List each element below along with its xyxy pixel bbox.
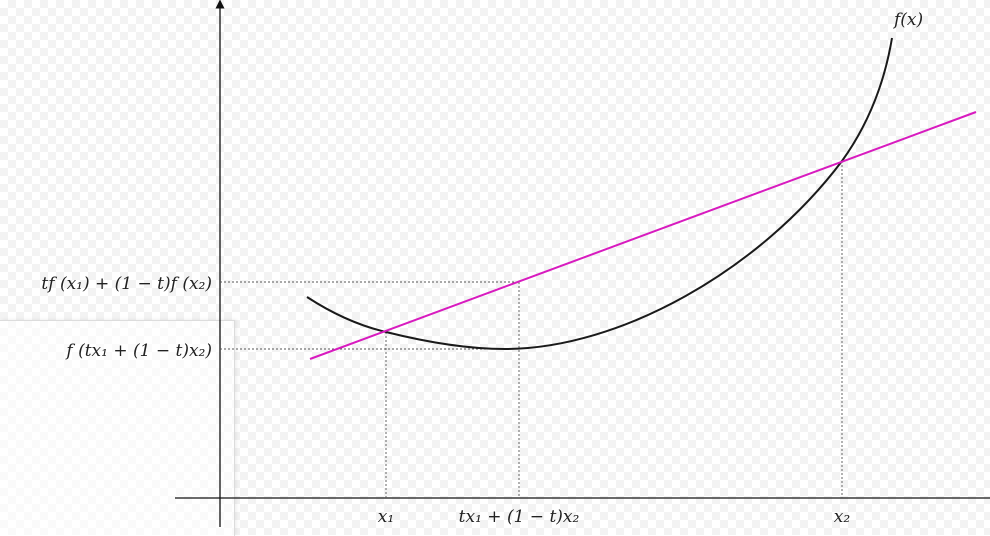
convex-curve [306, 37, 893, 351]
label-x-mid: tx₁ + (1 − t)x₂ [459, 507, 580, 527]
curve-label: f(x) [892, 10, 923, 30]
chord-line [309, 111, 977, 360]
viewer-panel [0, 320, 235, 536]
label-y-chord: tf (x₁) + (1 − t)f (x₂) [41, 274, 212, 294]
label-x1: x₁ [378, 507, 394, 527]
label-y-curve: f (tx₁ + (1 − t)x₂) [64, 341, 212, 361]
label-x2: x₂ [834, 507, 851, 527]
